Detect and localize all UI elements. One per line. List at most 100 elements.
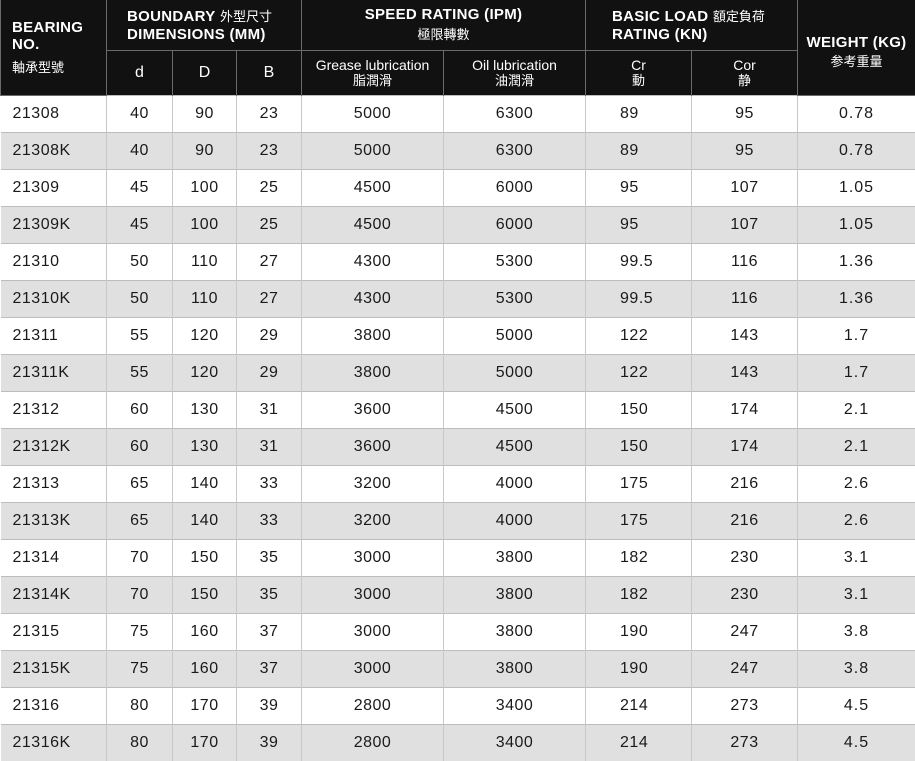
cr-cell: 89	[586, 96, 692, 133]
weight-cell: 3.1	[798, 577, 915, 614]
header-load-en2: RATING (KN)	[612, 26, 708, 43]
cor-cell: 95	[692, 96, 798, 133]
grease-speed-cell: 4500	[302, 207, 444, 244]
D-cell: 170	[173, 688, 237, 725]
header-boundary-en1: BOUNDARY	[127, 8, 216, 25]
header-oil-cn: 油潤滑	[444, 73, 585, 89]
cr-cell: 182	[586, 540, 692, 577]
cr-cell: 99.5	[586, 244, 692, 281]
grease-speed-cell: 2800	[302, 725, 444, 761]
header-d: d	[107, 51, 173, 96]
weight-cell: 1.05	[798, 170, 915, 207]
B-cell: 39	[237, 688, 302, 725]
bearing-no-cell: 21316K	[1, 725, 107, 761]
cor-cell: 107	[692, 207, 798, 244]
oil-speed-cell: 5000	[444, 318, 586, 355]
oil-speed-cell: 3800	[444, 540, 586, 577]
header-bearing-en: BEARING NO.	[12, 19, 106, 53]
header-speed-cn: 極限轉數	[418, 27, 470, 42]
B-cell: 31	[237, 429, 302, 466]
cr-cell: 89	[586, 133, 692, 170]
d-cell: 60	[107, 392, 173, 429]
d-cell: 70	[107, 540, 173, 577]
grease-speed-cell: 4500	[302, 170, 444, 207]
header-cor-en: Cor	[733, 57, 756, 73]
cor-cell: 216	[692, 503, 798, 540]
oil-speed-cell: 5300	[444, 244, 586, 281]
D-cell: 140	[173, 466, 237, 503]
header-bearing-no: BEARING NO. 軸承型號	[1, 0, 107, 96]
grease-speed-cell: 3600	[302, 392, 444, 429]
oil-speed-cell: 6300	[444, 133, 586, 170]
cr-cell: 99.5	[586, 281, 692, 318]
d-cell: 60	[107, 429, 173, 466]
d-cell: 75	[107, 614, 173, 651]
header-cor-cn: 静	[692, 73, 797, 89]
B-cell: 29	[237, 355, 302, 392]
grease-speed-cell: 3200	[302, 466, 444, 503]
header-load-en1: BASIC LOAD	[612, 8, 708, 25]
D-cell: 90	[173, 96, 237, 133]
oil-speed-cell: 5000	[444, 355, 586, 392]
cor-cell: 273	[692, 688, 798, 725]
cr-cell: 190	[586, 651, 692, 688]
d-cell: 45	[107, 170, 173, 207]
weight-cell: 1.7	[798, 318, 915, 355]
oil-speed-cell: 4000	[444, 466, 586, 503]
bearing-no-cell: 21313K	[1, 503, 107, 540]
header-speed-rating: SPEED RATING (IPM) 極限轉數	[302, 0, 586, 51]
grease-speed-cell: 3000	[302, 614, 444, 651]
d-cell: 80	[107, 688, 173, 725]
D-cell: 110	[173, 281, 237, 318]
weight-cell: 0.78	[798, 133, 915, 170]
cr-cell: 175	[586, 503, 692, 540]
grease-speed-cell: 5000	[302, 96, 444, 133]
bearing-no-cell: 21311	[1, 318, 107, 355]
d-cell: 55	[107, 318, 173, 355]
header-grease-cn: 脂潤滑	[302, 73, 443, 89]
bearing-no-cell: 21312	[1, 392, 107, 429]
weight-cell: 2.1	[798, 392, 915, 429]
d-cell: 50	[107, 244, 173, 281]
oil-speed-cell: 6300	[444, 96, 586, 133]
header-grease-en: Grease lubrication	[316, 57, 430, 73]
oil-speed-cell: 4000	[444, 503, 586, 540]
header-cr-cn: 動	[586, 73, 691, 89]
grease-speed-cell: 3800	[302, 355, 444, 392]
cr-cell: 214	[586, 725, 692, 761]
cr-cell: 214	[586, 688, 692, 725]
d-cell: 55	[107, 355, 173, 392]
cor-cell: 116	[692, 281, 798, 318]
D-cell: 110	[173, 244, 237, 281]
cor-cell: 174	[692, 429, 798, 466]
D-cell: 150	[173, 577, 237, 614]
B-cell: 23	[237, 133, 302, 170]
header-weight: WEIGHT (KG) 参考重量	[798, 0, 915, 96]
oil-speed-cell: 6000	[444, 207, 586, 244]
grease-speed-cell: 3800	[302, 318, 444, 355]
bearing-no-cell: 21308	[1, 96, 107, 133]
bearing-no-cell: 21314	[1, 540, 107, 577]
grease-speed-cell: 3000	[302, 577, 444, 614]
cor-cell: 247	[692, 651, 798, 688]
header-D: D	[173, 51, 237, 96]
B-cell: 39	[237, 725, 302, 761]
grease-speed-cell: 3000	[302, 540, 444, 577]
header-cr-en: Cr	[631, 57, 646, 73]
D-cell: 120	[173, 318, 237, 355]
d-cell: 80	[107, 725, 173, 761]
B-cell: 23	[237, 96, 302, 133]
B-cell: 29	[237, 318, 302, 355]
header-boundary-dimensions: BOUNDARY 外型尺寸 DIMENSIONS (MM)	[107, 0, 302, 51]
oil-speed-cell: 5300	[444, 281, 586, 318]
cr-cell: 150	[586, 429, 692, 466]
